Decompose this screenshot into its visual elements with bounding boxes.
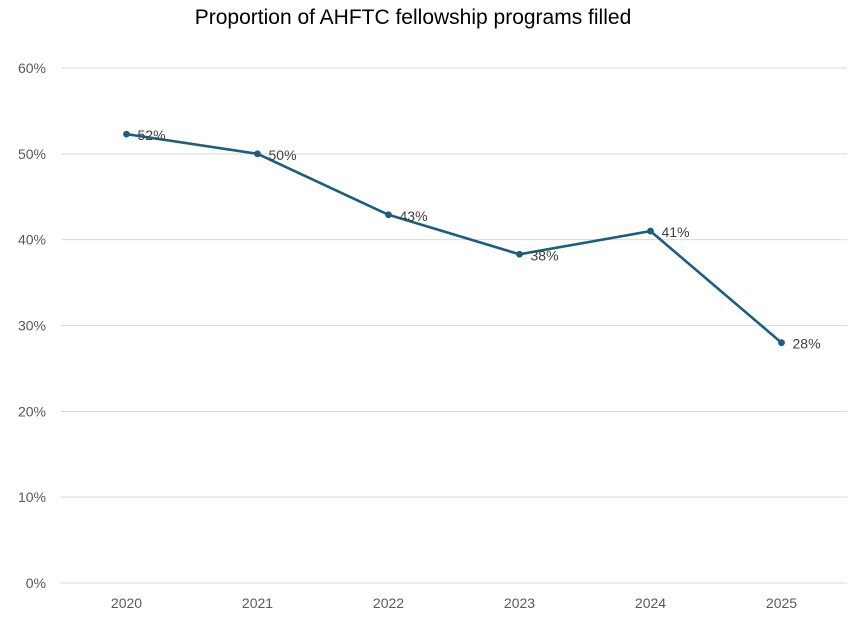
data-point [385, 211, 392, 219]
series-line-group [123, 130, 785, 347]
y-tick-label: 40% [18, 232, 46, 248]
x-tick-label: 2021 [242, 595, 273, 611]
data-label: 52% [138, 127, 166, 143]
data-label: 43% [400, 208, 428, 224]
data-label: 38% [531, 247, 559, 263]
y-tick-label: 50% [18, 146, 46, 162]
y-tick-label: 0% [26, 575, 46, 591]
y-tick-label: 60% [18, 60, 46, 76]
data-label: 28% [793, 336, 821, 352]
y-tick-label: 10% [18, 489, 46, 505]
chart-title: Proportion of AHFTC fellowship programs … [195, 6, 632, 29]
data-label: 50% [269, 147, 297, 163]
x-tick-label: 2024 [635, 595, 666, 611]
data-point [647, 227, 654, 235]
data-label: 41% [662, 224, 690, 240]
data-point [254, 150, 261, 158]
x-tick-label: 2022 [373, 595, 404, 611]
y-tick-label: 20% [18, 403, 46, 419]
data-point [516, 250, 523, 258]
x-tick-label: 2020 [111, 595, 142, 611]
y-axis-tick-labels: 0% 10% 20% 30% 40% 50% 60% [18, 60, 46, 591]
data-point [778, 339, 785, 347]
series-line [126, 132, 783, 344]
x-tick-label: 2023 [504, 595, 535, 611]
data-point [123, 130, 130, 138]
x-axis-tick-labels: 2020 2021 2022 2023 2024 2025 [111, 595, 797, 611]
data-labels: 52% 50% 43% 38% 41% 28% [138, 127, 821, 352]
y-tick-label: 30% [18, 318, 46, 334]
gridlines [61, 67, 847, 584]
x-tick-label: 2025 [766, 595, 797, 611]
